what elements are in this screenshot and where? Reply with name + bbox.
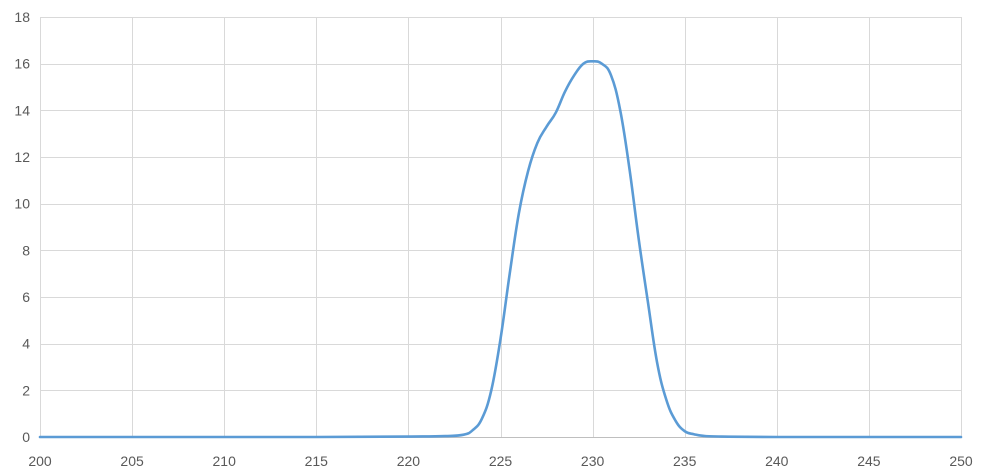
- y-tick-label-18: 18: [14, 9, 30, 25]
- y-tick-label-6: 6: [22, 289, 30, 305]
- x-tick-label-215: 215: [305, 453, 329, 469]
- x-tick-label-230: 230: [581, 453, 605, 469]
- x-tick-label-225: 225: [489, 453, 513, 469]
- y-tick-label-12: 12: [14, 149, 30, 165]
- y-tick-label-10: 10: [14, 196, 30, 212]
- series-layer: [38, 60, 963, 439]
- x-tick-label-250: 250: [949, 453, 973, 469]
- series-line-1: [38, 60, 963, 439]
- y-tick-label-8: 8: [22, 242, 30, 258]
- y-tick-label-16: 16: [14, 56, 30, 72]
- y-tick-label-14: 14: [14, 102, 30, 118]
- gridlines: [40, 17, 962, 437]
- x-tick-label-235: 235: [673, 453, 697, 469]
- y-axis-tick-labels: 0 2 4 6 8 10 12 14 16 18: [14, 9, 30, 445]
- x-tick-label-205: 205: [120, 453, 144, 469]
- y-tick-label-4: 4: [22, 336, 30, 352]
- x-tick-label-220: 220: [397, 453, 421, 469]
- x-tick-label-210: 210: [213, 453, 237, 469]
- x-tick-label-245: 245: [857, 453, 881, 469]
- x-tick-label-200: 200: [28, 453, 52, 469]
- y-tick-label-0: 0: [22, 429, 30, 445]
- y-tick-label-2: 2: [22, 382, 30, 398]
- x-tick-label-240: 240: [765, 453, 789, 469]
- x-axis-tick-labels: 200 205 210 215 220 225 230 235 240 245 250: [28, 453, 973, 469]
